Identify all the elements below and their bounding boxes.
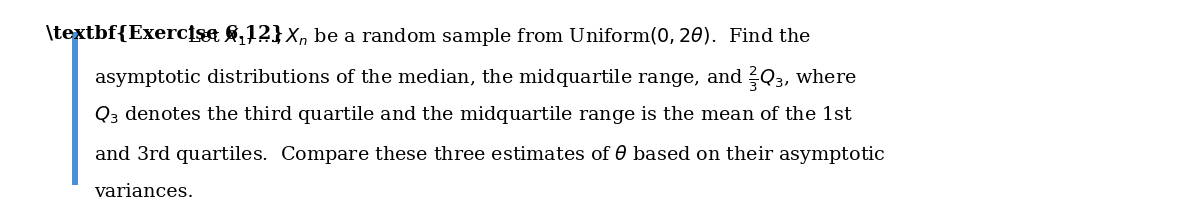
- Text: Let $X_1,\ldots, X_n$ be a random sample from Uniform$(0, 2\theta)$.  Find the: Let $X_1,\ldots, X_n$ be a random sample…: [187, 25, 811, 48]
- Text: \textbf{Exercise 6.12}: \textbf{Exercise 6.12}: [46, 25, 283, 43]
- Bar: [72, 32, 78, 185]
- Text: and 3rd quartiles.  Compare these three estimates of $\theta$ based on their asy: and 3rd quartiles. Compare these three e…: [94, 143, 886, 166]
- Text: $Q_3$ denotes the third quartile and the midquartile range is the mean of the 1s: $Q_3$ denotes the third quartile and the…: [94, 104, 852, 126]
- Text: variances.: variances.: [94, 183, 193, 201]
- Text: asymptotic distributions of the median, the midquartile range, and $\frac{2}{3}Q: asymptotic distributions of the median, …: [94, 64, 857, 94]
